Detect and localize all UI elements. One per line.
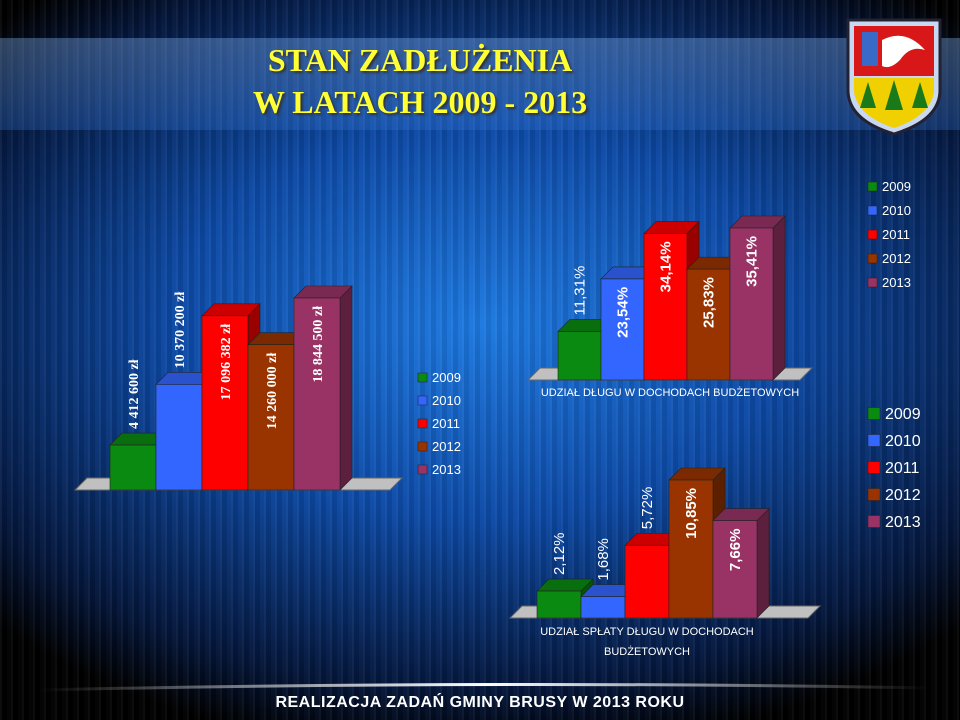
bar [557,331,602,381]
data-label: 10,85% [683,488,700,539]
legend-swatch [867,434,881,447]
data-label: 18 844 500 zł [311,306,326,383]
bar [293,297,341,491]
bar [712,520,758,619]
data-label: 25,83% [701,277,718,328]
legend-label: 2011 [885,460,920,477]
legend-swatch [867,229,878,240]
legend-swatch [867,181,878,192]
legend-label: 2013 [432,462,461,477]
data-label: 35,41% [744,236,761,287]
x-axis-label: UDZIAŁ DŁUGU W DOCHODACH BUDŻETOWYCH [540,387,800,399]
legend-swatch [417,418,428,429]
bar [668,479,714,619]
legend-label: 2010 [432,393,461,408]
bar-side [756,507,770,619]
legend-swatch [867,277,878,288]
bar-side [339,285,353,491]
data-label: 14 260 000 zł [265,353,280,430]
legend-label: 2010 [882,203,911,218]
legend-label: 2011 [882,227,910,242]
coat-of-arms [846,18,942,136]
legend-label: 2009 [885,406,921,423]
slide-title: STAN ZADŁUŻENIA [267,42,573,78]
legend-label: 2013 [882,275,911,290]
bar [624,544,670,619]
legend-swatch [867,515,881,528]
legend-swatch [867,253,878,264]
bar [536,590,582,619]
data-label: 2,12% [551,532,568,575]
legend-label: 2009 [432,370,461,385]
legend-label: 2009 [882,179,911,194]
bar [600,278,645,381]
legend-swatch [867,407,881,420]
bar [155,384,203,491]
legend-label: 2012 [885,487,921,504]
bar-side [772,215,786,381]
footer-line [39,682,931,692]
data-label: 34,14% [658,241,675,292]
data-label: 1,68% [595,538,612,581]
legend-swatch [417,464,428,475]
bar [643,233,688,381]
legend-swatch [867,461,881,474]
legend-swatch [417,372,428,383]
bar [729,227,774,381]
title-band [0,38,960,130]
bar [109,444,157,491]
legend-label: 2012 [432,439,461,454]
bar [686,268,731,381]
legend-label: 2012 [882,251,911,266]
legend-label: 2010 [885,433,921,450]
legend-swatch [417,395,428,406]
data-label: 23,54% [615,287,632,338]
footer: REALIZACJA ZADAŃ GMINY BRUSY W 2013 ROKU [275,694,685,711]
bar [580,596,626,619]
legend-label: 2013 [885,514,921,531]
slide-title: W LATACH 2009 - 2013 [252,84,588,120]
bar [247,344,295,491]
data-label: 7,66% [727,529,744,572]
data-label: 11,31% [572,266,589,316]
data-label: 4 412 600 zł [127,359,142,429]
legend-swatch [867,488,881,501]
legend-swatch [867,205,878,216]
data-label: 10 370 200 zł [173,292,188,369]
x-axis-label: UDZIAŁ SPŁATY DŁUGU W DOCHODACH BUDŻETOW… [540,626,754,658]
legend-label: 2011 [432,416,460,431]
data-label: 5,72% [639,487,656,530]
legend-swatch [417,441,428,452]
data-label: 17 096 382 zł [219,324,234,401]
